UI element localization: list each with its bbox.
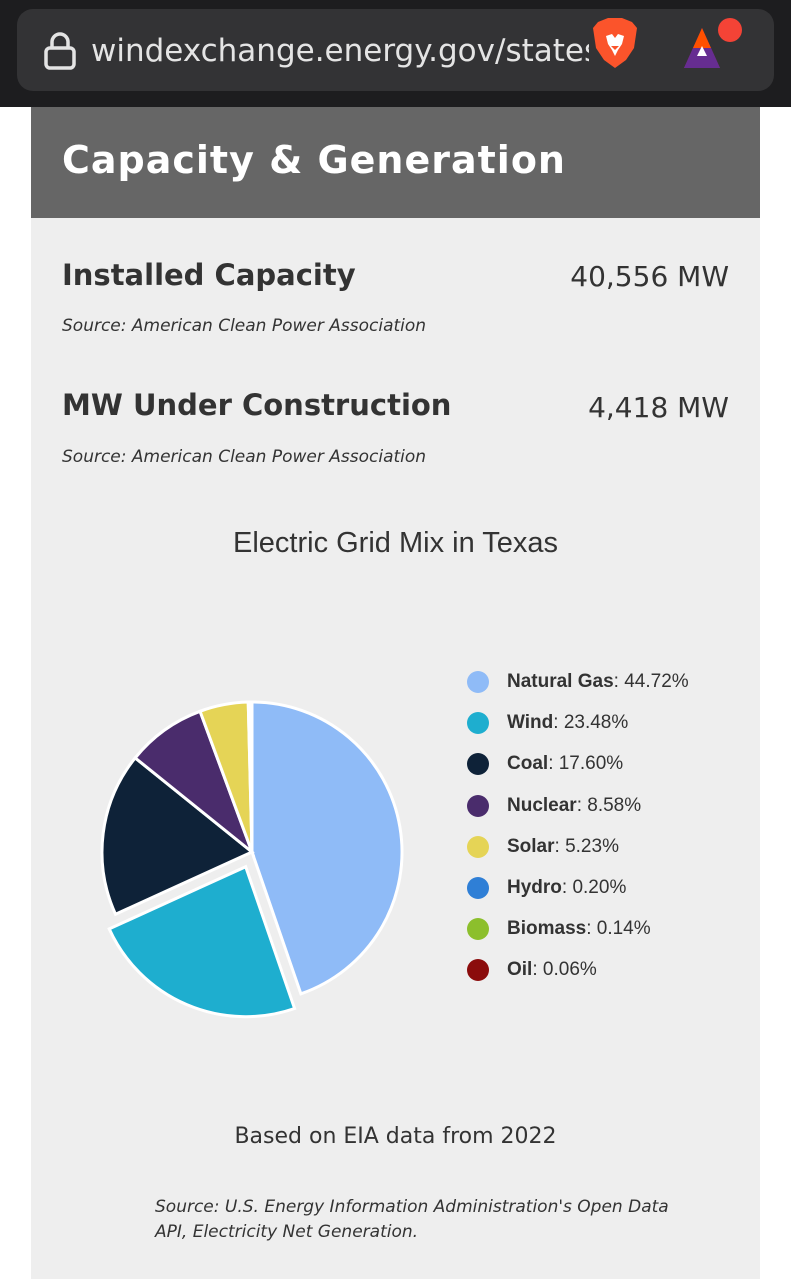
pie-slice-coal[interactable] <box>100 755 255 917</box>
legend-category-name: Solar <box>507 835 555 857</box>
legend-category-name: Nuclear <box>507 794 577 816</box>
url-text[interactable]: windexchange.energy.gov/states/tx <box>91 33 589 69</box>
installed-capacity-value: 40,556 MW <box>570 260 729 293</box>
legend-label: Solar: 5.23% <box>507 832 619 862</box>
legend-value: : 44.72% <box>613 671 689 692</box>
brave-lion-icon[interactable] <box>590 16 640 70</box>
section-title: Capacity & Generation <box>62 138 566 182</box>
legend-value: : 8.58% <box>576 794 642 816</box>
legend-swatch <box>467 877 489 899</box>
legend-swatch <box>467 959 489 982</box>
legend-swatch <box>467 671 489 693</box>
legend-category-name: Biomass <box>507 918 587 940</box>
pie-chart <box>100 700 404 1019</box>
section-header: Capacity & Generation <box>31 107 760 218</box>
pie-slice-natural-gas[interactable] <box>250 700 404 996</box>
legend-swatch <box>467 794 489 817</box>
legend-value: : 0.14% <box>586 918 651 940</box>
legend-label: Nuclear: 8.58% <box>507 791 641 821</box>
legend-label: Oil: 0.06% <box>507 955 597 985</box>
legend-category-name: Hydro <box>507 877 562 898</box>
pie-slice-oil[interactable] <box>249 700 254 853</box>
lock-icon[interactable] <box>43 31 77 71</box>
bat-rewards-icon[interactable] <box>680 16 746 76</box>
legend-category-name: Wind <box>507 712 554 734</box>
address-bar[interactable]: windexchange.energy.gov/states/tx <box>17 9 774 91</box>
browser-toolbar: windexchange.energy.gov/states/tx <box>0 0 791 107</box>
legend-category-name: Oil <box>507 959 533 981</box>
legend-swatch <box>467 835 489 858</box>
installed-capacity-label: Installed Capacity <box>62 258 356 292</box>
legend-label: Natural Gas: 44.72% <box>507 667 689 697</box>
legend-swatch <box>467 753 489 776</box>
legend-category-name: Natural Gas <box>507 671 614 692</box>
legend-label: Biomass: 0.14% <box>507 914 651 944</box>
legend-value: : 0.06% <box>532 959 597 981</box>
data-year-note: Based on EIA data from 2022 <box>234 1124 557 1149</box>
capacity-generation-card: Capacity & Generation Installed Capacity… <box>31 107 760 1279</box>
under-construction-value: 4,418 MW <box>588 391 729 424</box>
installed-capacity-source: Source: American Clean Power Association <box>62 316 427 336</box>
legend-value: : 0.20% <box>561 877 627 898</box>
pie-slice-wind[interactable] <box>107 864 297 1019</box>
legend-label: Wind: 23.48% <box>507 708 628 738</box>
under-construction-source: Source: American Clean Power Association <box>62 447 427 467</box>
legend-swatch <box>467 712 489 735</box>
legend-value: : 23.48% <box>553 712 629 734</box>
legend-value: : 17.60% <box>548 753 624 775</box>
data-source-note: Source: U.S. Energy Information Administ… <box>155 1197 669 1242</box>
chart-title: Electric Grid Mix in Texas <box>233 527 558 559</box>
legend-swatch <box>467 918 489 941</box>
legend-value: : 5.23% <box>554 835 619 857</box>
under-construction-label: MW Under Construction <box>62 388 452 422</box>
legend-category-name: Coal <box>507 753 549 775</box>
legend-label: Coal: 17.60% <box>507 749 623 779</box>
legend-label: Hydro: 0.20% <box>507 873 626 903</box>
